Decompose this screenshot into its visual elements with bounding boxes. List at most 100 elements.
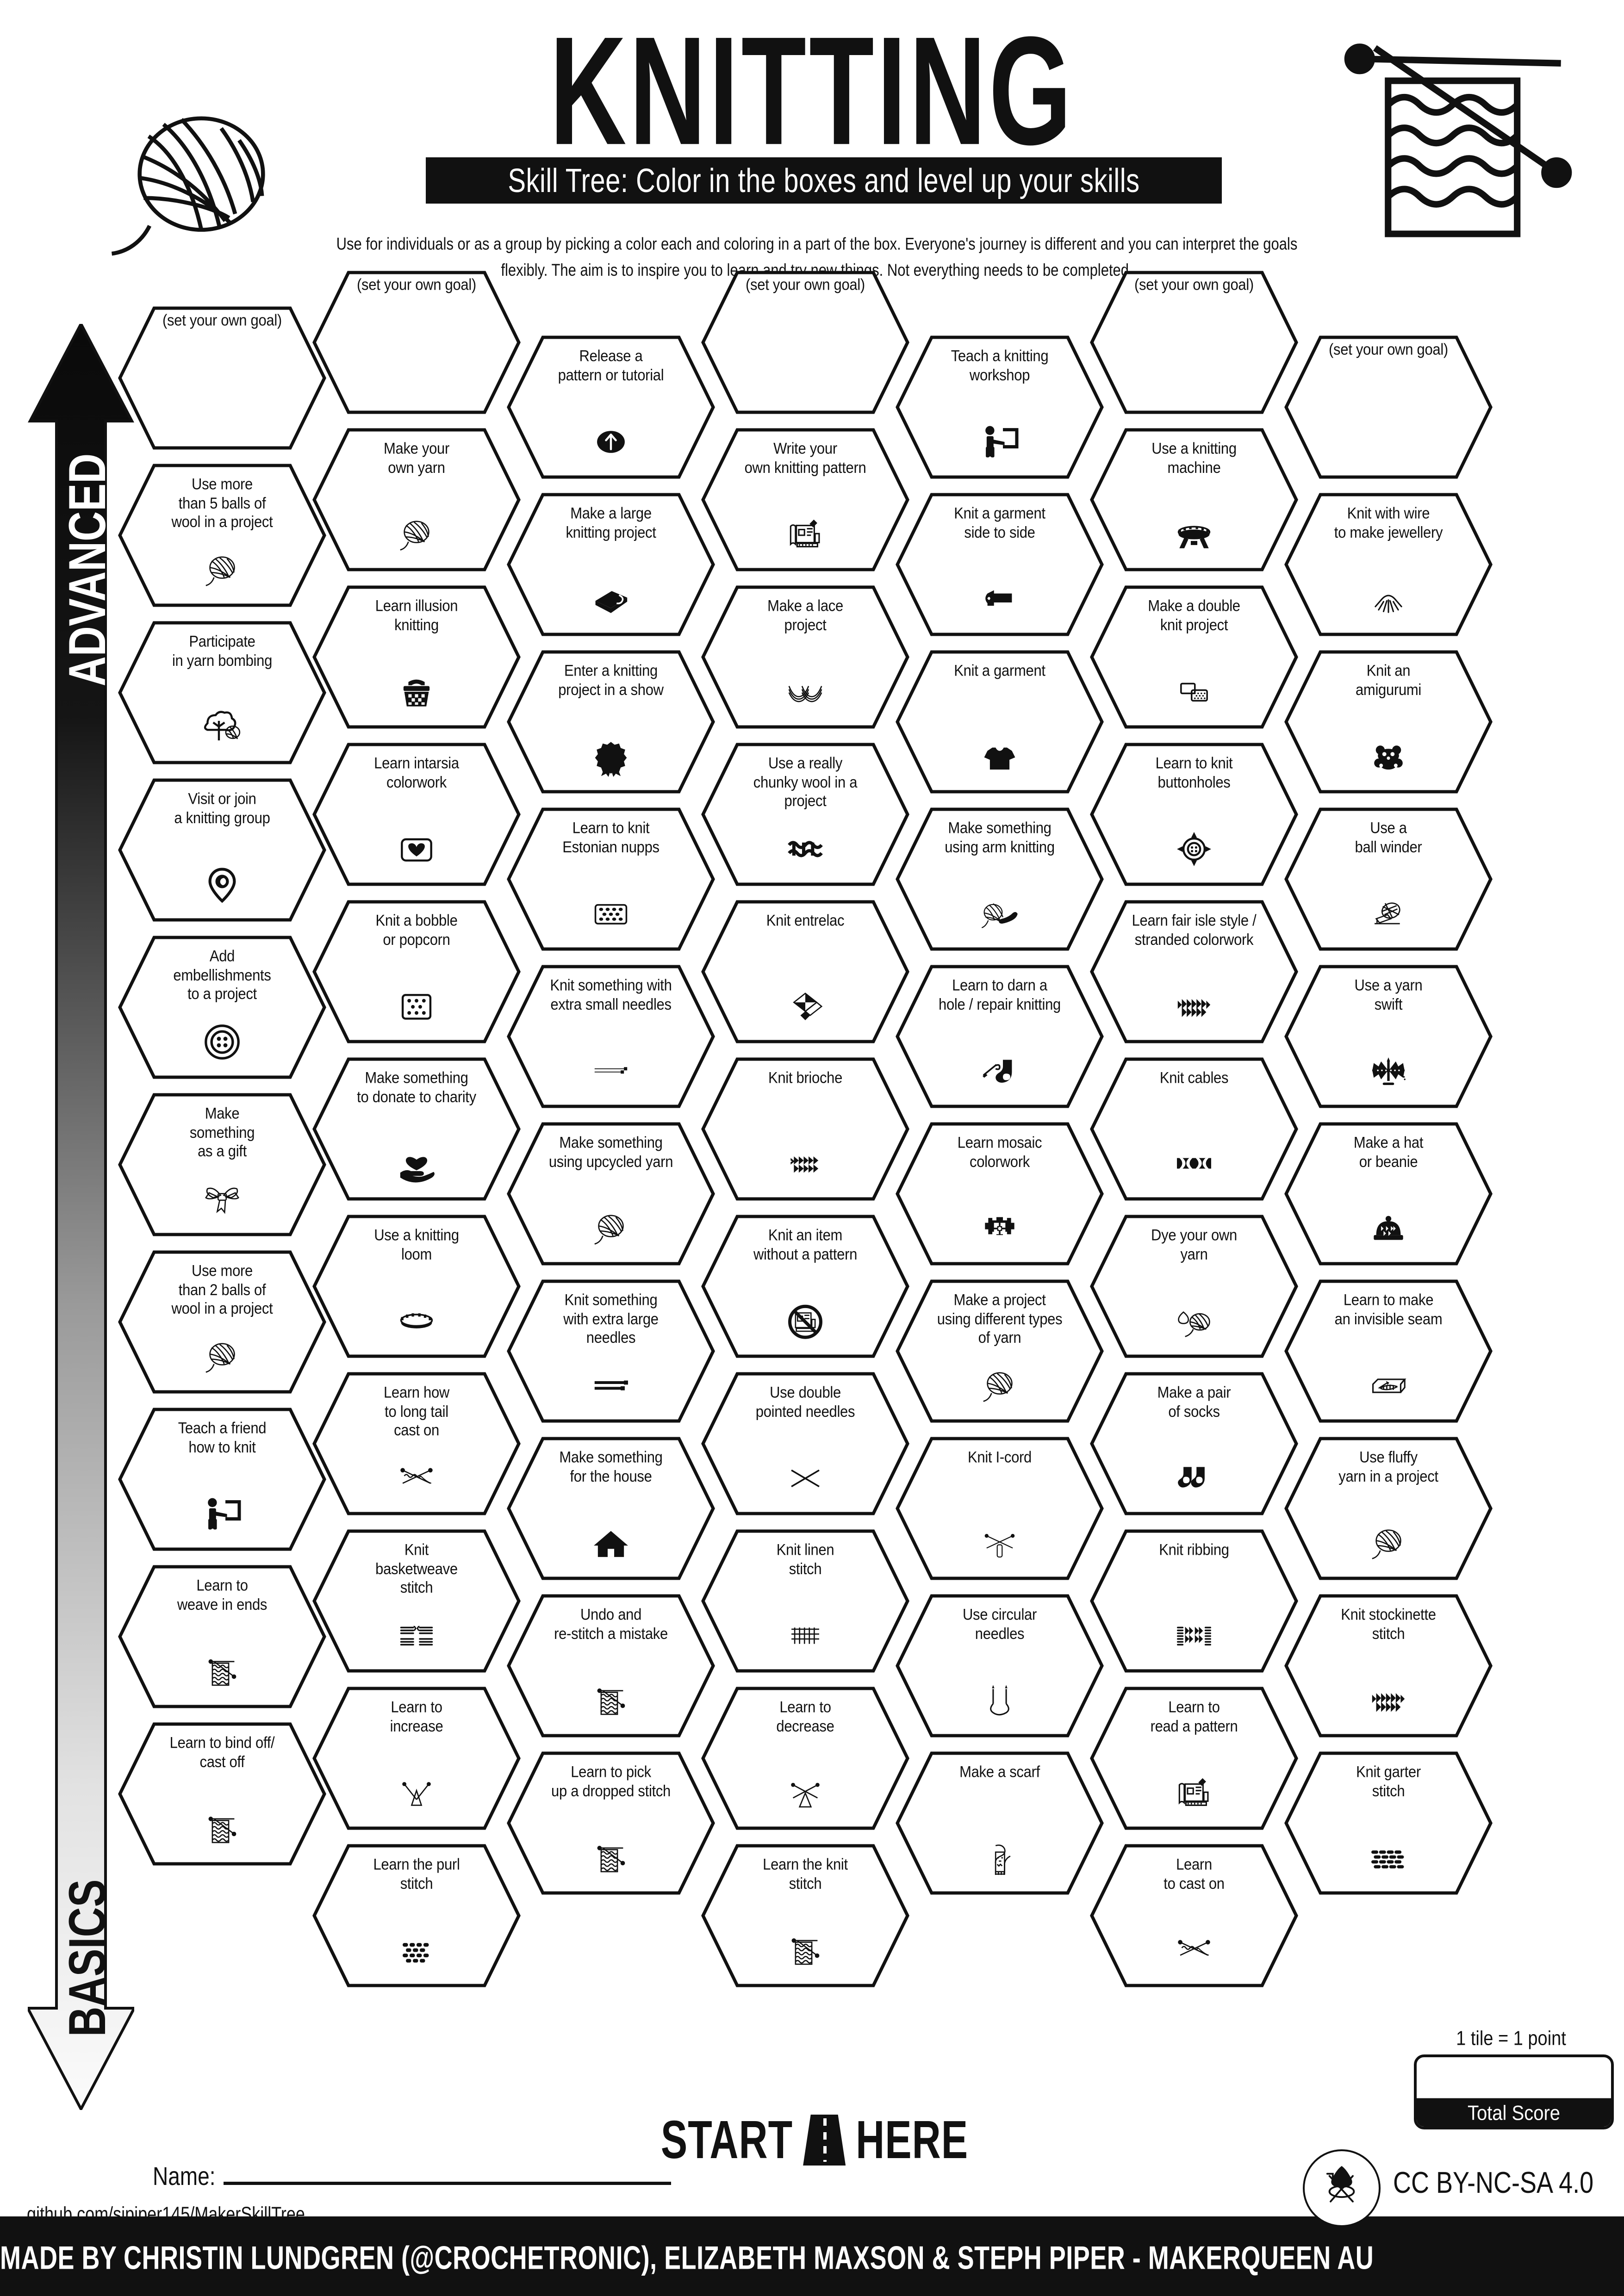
crossed-dpn-icon	[701, 1457, 909, 1500]
skill-tile[interactable]: Knit basketweave stitch	[312, 1529, 521, 1673]
skill-tile[interactable]: Use circular needles	[896, 1594, 1104, 1738]
skill-tile[interactable]: Knit garter stitch	[1284, 1751, 1493, 1895]
name-input[interactable]	[224, 2181, 671, 2185]
skill-tile[interactable]: (set your own goal)	[1284, 335, 1493, 479]
skill-tile[interactable]: Undo and re-stitch a mistake	[507, 1594, 715, 1738]
skill-tile[interactable]: Knit a bobble or popcorn	[312, 900, 521, 1043]
skill-tile[interactable]: Learn to decrease	[701, 1687, 909, 1830]
skill-tile[interactable]: Make a project using different types of ya…	[896, 1279, 1104, 1423]
skill-tile[interactable]: Knit a garment side to side	[896, 493, 1104, 636]
skill-tile[interactable]: Learn illusion knitting	[312, 585, 521, 729]
skill-tile[interactable]: Make a lace project	[701, 585, 909, 729]
beanie-icon	[1284, 1207, 1493, 1250]
skill-tile[interactable]: Make something to donate to charity	[312, 1057, 521, 1201]
skill-tile[interactable]: Use a knitting loom	[312, 1215, 521, 1358]
skill-tile[interactable]: Learn to knit buttonholes	[1090, 743, 1298, 886]
skill-tile[interactable]: Make your own yarn	[312, 428, 521, 571]
skill-tile[interactable]: (set your own goal)	[312, 271, 521, 414]
skill-tile[interactable]: Knit ribbing	[1090, 1529, 1298, 1673]
skill-tile[interactable]: Dye your own yarn	[1090, 1215, 1298, 1358]
skill-tile[interactable]: Learn mosaic colorwork	[896, 1122, 1104, 1266]
skill-tile[interactable]: Learn to cast on	[1090, 1844, 1298, 1987]
skill-tile[interactable]: (set your own goal)	[118, 306, 326, 450]
skill-tile[interactable]: Use a ball winder	[1284, 807, 1493, 951]
small-needles-icon	[507, 1050, 715, 1092]
skill-tile[interactable]: Enter a knitting project in a show	[507, 650, 715, 794]
knit-swatch-needle-icon	[118, 1807, 326, 1850]
yarn-ball-icon	[118, 549, 326, 591]
brioche-stitch-icon	[701, 1142, 909, 1185]
skill-tile[interactable]: Use double pointed needles	[701, 1372, 909, 1515]
name-field-row[interactable]: Name:	[153, 2156, 671, 2191]
skill-tile-label: Enter a knitting project in a show	[558, 661, 664, 699]
skill-tile[interactable]: Knit entrelac	[701, 900, 909, 1043]
skill-tile[interactable]: Make a pair of socks	[1090, 1372, 1298, 1515]
skill-tile-label: Learn to weave in ends	[177, 1576, 268, 1613]
skill-tile[interactable]: Knit an amigurumi	[1284, 650, 1493, 794]
skill-tile[interactable]: Knit linen stitch	[701, 1529, 909, 1673]
skill-tile[interactable]: Learn to bind off/cast off	[118, 1722, 326, 1866]
total-score-input[interactable]: Total Score	[1414, 2054, 1614, 2129]
skill-tile[interactable]: Learn how to long tail cast on	[312, 1372, 521, 1515]
skill-tile[interactable]: Teach a knitting workshop	[896, 335, 1104, 479]
skill-tile-label: Knit an item without a pattern	[753, 1226, 858, 1263]
skill-tile[interactable]: Use a knitting machine	[1090, 428, 1298, 571]
skill-tile[interactable]: Make a hat or beanie	[1284, 1122, 1493, 1266]
skill-tile[interactable]: Learn to read a pattern	[1090, 1687, 1298, 1830]
start-word: START	[660, 2110, 793, 2170]
skill-tile[interactable]: Visit or join a knitting group	[118, 778, 326, 922]
skill-tile[interactable]: Learn to darn a hole / repair knitting	[896, 965, 1104, 1108]
skill-tile[interactable]: Make something for the house	[507, 1437, 715, 1580]
here-word: HERE	[856, 2110, 969, 2170]
skill-tile[interactable]: Teach a friend how to knit	[118, 1408, 326, 1551]
skill-tile[interactable]: Learn to knit Estonian nupps	[507, 807, 715, 951]
skill-tile-label: Undo and re-stitch a mistake	[554, 1605, 668, 1643]
skill-tile-label: Make a scarf	[959, 1762, 1040, 1781]
skill-tile-label: Knit with wire to make jewellery	[1334, 504, 1443, 541]
skill-tile[interactable]: Make something using upcycled yarn	[507, 1122, 715, 1266]
skill-tile[interactable]: Learn fair isle style / stranded colorwor…	[1090, 900, 1298, 1043]
skill-tile[interactable]: Make a large knitting project	[507, 493, 715, 636]
skill-tile[interactable]: (set your own goal)	[701, 271, 909, 414]
skill-tile-label: Learn to increase	[390, 1698, 443, 1735]
skill-tile-label: Use a really chunky wool in a project	[753, 754, 858, 810]
skill-tile[interactable]: Knit something with extra large needles	[507, 1279, 715, 1423]
skill-tile[interactable]: Make something using arm knitting	[896, 807, 1104, 951]
skill-tile[interactable]: Make something as a gift	[118, 1093, 326, 1236]
skill-tile[interactable]: Learn to weave in ends	[118, 1565, 326, 1708]
skill-tile[interactable]: Learn to increase	[312, 1687, 521, 1830]
skill-tile[interactable]: Knit cables	[1090, 1057, 1298, 1201]
skill-tile[interactable]: Knit with wire to make jewellery	[1284, 493, 1493, 636]
skill-tile[interactable]: Learn to pick up a dropped stitch	[507, 1751, 715, 1895]
skill-tile[interactable]: Use a really chunky wool in a project	[701, 743, 909, 886]
skill-tile[interactable]: Knit I-cord	[896, 1437, 1104, 1580]
skill-tile[interactable]: Use fluffy yarn in a project	[1284, 1437, 1493, 1580]
skill-tile[interactable]: Learn intarsia colorwork	[312, 743, 521, 886]
skill-tile-label: Make a lace project	[767, 596, 843, 634]
amigurumi-bear-icon	[1284, 735, 1493, 778]
skill-tile[interactable]: Knit an item without a pattern	[701, 1215, 909, 1358]
skill-tile[interactable]: Use more than 2 balls of wool in a project	[118, 1250, 326, 1394]
skill-tile[interactable]: Use more than 5 balls of wool in a project	[118, 464, 326, 607]
skill-tile[interactable]: Make a scarf	[896, 1751, 1104, 1895]
skill-tile[interactable]: Knit stockinette stitch	[1284, 1594, 1493, 1738]
decrease-arrow-icon	[701, 1772, 909, 1814]
skill-tile-label: Learn to bind off/cast off	[169, 1733, 275, 1771]
mosaic-pattern-icon	[896, 1207, 1104, 1250]
skill-tile[interactable]: (set your own goal)	[1090, 271, 1298, 414]
skill-tile[interactable]: Participate in yarn bombing	[118, 621, 326, 764]
skill-tile[interactable]: Learn the knit stitch	[701, 1844, 909, 1987]
skill-tile[interactable]: Knit brioche	[701, 1057, 909, 1201]
skill-tile[interactable]: Add embellishments to a project	[118, 936, 326, 1079]
yarn-ball-icon	[102, 106, 301, 264]
skill-tile[interactable]: Use a yarn swift	[1284, 965, 1493, 1108]
button-icon	[118, 1021, 326, 1063]
skill-tile[interactable]: Release a pattern or tutorial	[507, 335, 715, 479]
skill-tile[interactable]: Knit a garment	[896, 650, 1104, 794]
knit-swatch-needle-icon	[507, 1837, 715, 1879]
skill-tile[interactable]: Learn the purl stitch	[312, 1844, 521, 1987]
skill-tile[interactable]: Make a double knit project	[1090, 585, 1298, 729]
skill-tile[interactable]: Knit something with extra small needles	[507, 965, 715, 1108]
skill-tile[interactable]: Write your own knitting pattern	[701, 428, 909, 571]
skill-tile[interactable]: Learn to make an invisible seam	[1284, 1279, 1493, 1423]
